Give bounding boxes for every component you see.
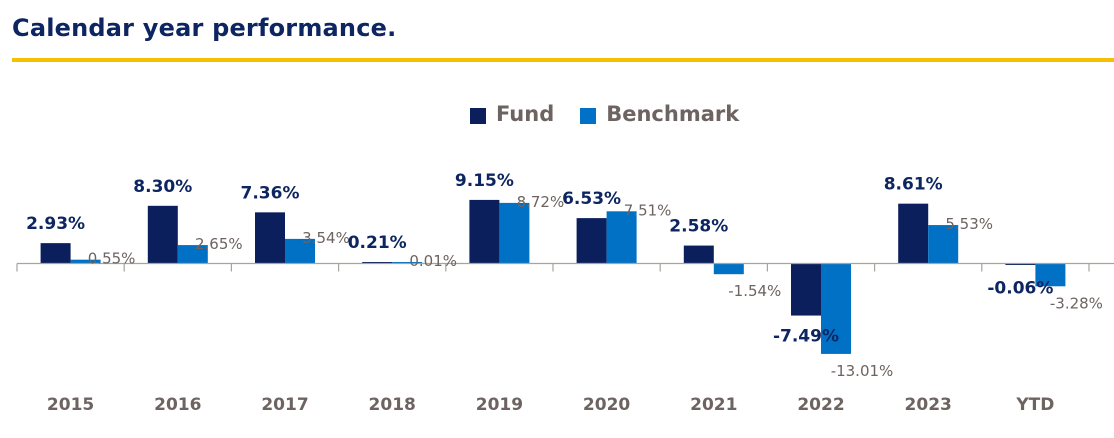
- data-label-fund: -7.49%: [773, 327, 839, 347]
- bar-benchmark-2023: [928, 225, 959, 264]
- data-label-fund: 8.61%: [884, 175, 943, 195]
- legend-swatch-fund: [470, 108, 486, 124]
- data-label-benchmark: 8.72%: [517, 193, 565, 211]
- bar-benchmark-2015: [70, 259, 101, 264]
- legend-item-fund: Fund: [470, 102, 554, 126]
- chart-title: Calendar year performance.: [12, 14, 397, 42]
- data-label-benchmark: 0.55%: [88, 250, 136, 268]
- bar-benchmark-2018: [392, 262, 423, 264]
- bar-fund-2015: [40, 243, 71, 264]
- data-label-fund: 0.21%: [348, 233, 407, 253]
- category-label: YTD: [1015, 395, 1054, 415]
- bars-group: [40, 199, 1066, 354]
- data-label-benchmark: 3.54%: [302, 229, 350, 247]
- data-label-fund: 7.36%: [241, 183, 300, 203]
- data-label-benchmark: -1.54%: [728, 282, 781, 300]
- data-label-fund: 8.30%: [133, 177, 192, 197]
- data-label-benchmark: 7.51%: [624, 201, 672, 219]
- legend-item-benchmark: Benchmark: [580, 102, 739, 126]
- data-label-fund: 6.53%: [562, 189, 621, 209]
- bar-fund-2017: [255, 212, 285, 264]
- bar-fund-2018: [362, 262, 393, 264]
- category-label: 2016: [154, 395, 201, 415]
- bar-benchmark-2021: [713, 263, 744, 275]
- data-label-fund: -0.06%: [987, 279, 1053, 299]
- bar-fund-2020: [576, 218, 607, 264]
- bar-benchmark-2020: [606, 211, 637, 264]
- data-label-benchmark: -13.01%: [831, 362, 894, 380]
- category-label: 2018: [369, 395, 416, 415]
- data-label-benchmark: -3.28%: [1050, 294, 1103, 312]
- bar-benchmark-2022: [821, 263, 851, 354]
- category-labels-group: 2015 2016 2017 2018 2019 2020 2021 2022 2023 YTD: [47, 395, 1054, 415]
- category-label: 2015: [47, 395, 94, 415]
- bar-benchmark-2016: [177, 245, 208, 264]
- legend-label-fund: Fund: [496, 102, 555, 126]
- data-label-benchmark: 5.53%: [945, 215, 993, 233]
- category-label: 2021: [690, 395, 737, 415]
- bar-benchmark-2019: [499, 202, 530, 264]
- bar-benchmark-YTD: [1035, 263, 1066, 287]
- data-labels-group: 2.93%0.55% 8.30% 2.65% 7.36% 3.54%0.21%0.01%…: [26, 171, 1103, 380]
- bar-fund-YTD: [1005, 263, 1036, 265]
- bar-fund-2019: [469, 199, 500, 264]
- bar-fund-2022: [791, 263, 821, 316]
- bar-fund-2016: [147, 205, 178, 264]
- category-label: 2022: [797, 395, 844, 415]
- legend-swatch-benchmark: [580, 108, 597, 124]
- data-label-benchmark: 0.01%: [409, 252, 457, 270]
- category-label: 2023: [905, 395, 952, 415]
- data-label-fund: 2.93%: [26, 214, 85, 234]
- x-axis: [16, 262, 1114, 272]
- category-label: 2017: [261, 395, 308, 415]
- legend-label-benchmark: Benchmark: [606, 102, 740, 126]
- bar-fund-2021: [683, 245, 714, 264]
- category-label: 2020: [583, 395, 630, 415]
- bar-fund-2023: [898, 203, 929, 264]
- data-label-fund: 2.58%: [669, 217, 728, 237]
- bar-benchmark-2017: [285, 238, 315, 264]
- chart-legend: Fund Benchmark: [470, 102, 765, 126]
- title-underline: [12, 58, 1114, 62]
- category-label: 2019: [476, 395, 523, 415]
- data-label-benchmark: 2.65%: [195, 235, 243, 253]
- data-label-fund: 9.15%: [455, 171, 514, 191]
